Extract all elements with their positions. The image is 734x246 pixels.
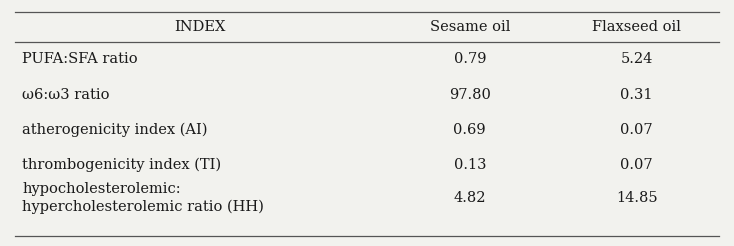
Text: 5.24: 5.24 (620, 52, 653, 66)
Text: Flaxseed oil: Flaxseed oil (592, 20, 681, 34)
Text: 97.80: 97.80 (448, 88, 491, 102)
Text: Sesame oil: Sesame oil (429, 20, 510, 34)
Text: INDEX: INDEX (175, 20, 225, 34)
Text: hypocholesterolemic:
hypercholesterolemic ratio (HH): hypocholesterolemic: hypercholesterolemi… (22, 183, 264, 214)
Text: thrombogenicity index (TI): thrombogenicity index (TI) (22, 157, 221, 172)
Text: atherogenicity index (AI): atherogenicity index (AI) (22, 123, 208, 137)
Text: 14.85: 14.85 (616, 191, 658, 205)
Text: 0.07: 0.07 (620, 123, 653, 137)
Text: 0.79: 0.79 (454, 52, 486, 66)
Text: 0.31: 0.31 (620, 88, 653, 102)
Text: ω6:ω3 ratio: ω6:ω3 ratio (22, 88, 109, 102)
Text: PUFA:SFA ratio: PUFA:SFA ratio (22, 52, 138, 66)
Text: 0.13: 0.13 (454, 158, 486, 172)
Text: 0.69: 0.69 (454, 123, 486, 137)
Text: 0.07: 0.07 (620, 158, 653, 172)
Text: 4.82: 4.82 (454, 191, 486, 205)
